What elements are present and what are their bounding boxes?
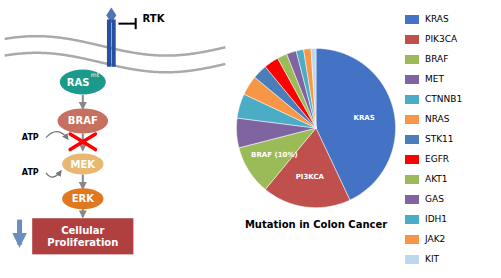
- svg-text:PI3KCA: PI3KCA: [296, 173, 325, 181]
- html-text:PIK3CA: PIK3CA: [425, 34, 458, 44]
- svg-text:mt: mt: [91, 71, 100, 78]
- svg-text:BRAF (10%): BRAF (10%): [251, 151, 298, 159]
- svg-text:Mutation in Colon Cancer: Mutation in Colon Cancer: [245, 219, 387, 230]
- html-text:AKT1: AKT1: [425, 174, 448, 184]
- html-text:KIT: KIT: [425, 254, 440, 264]
- html-text:MET: MET: [425, 74, 444, 84]
- svg-text:RTK: RTK: [143, 13, 166, 24]
- html-text:JAK2: JAK2: [425, 234, 446, 244]
- svg-text:ATP: ATP: [22, 168, 39, 177]
- svg-text:CellularProliferation: CellularProliferation: [47, 225, 118, 248]
- svg-text:MEK: MEK: [71, 159, 97, 170]
- svg-text:RAS: RAS: [67, 77, 90, 88]
- svg-text:KRAS: KRAS: [353, 114, 374, 122]
- html-text:CTNNB1: CTNNB1: [425, 94, 463, 104]
- svg-text:ATP: ATP: [22, 133, 39, 142]
- html-text:GAS: GAS: [425, 194, 444, 204]
- svg-text:BRAF: BRAF: [68, 115, 98, 126]
- svg-text:ERK: ERK: [72, 193, 96, 204]
- html-text:KRAS: KRAS: [425, 14, 449, 24]
- html-text:STK11: STK11: [425, 134, 454, 144]
- html-text:EGFR: EGFR: [425, 154, 450, 164]
- html-text:IDH1: IDH1: [425, 214, 448, 224]
- html-text:BRAF: BRAF: [425, 54, 449, 64]
- html-text:NRAS: NRAS: [425, 114, 450, 124]
